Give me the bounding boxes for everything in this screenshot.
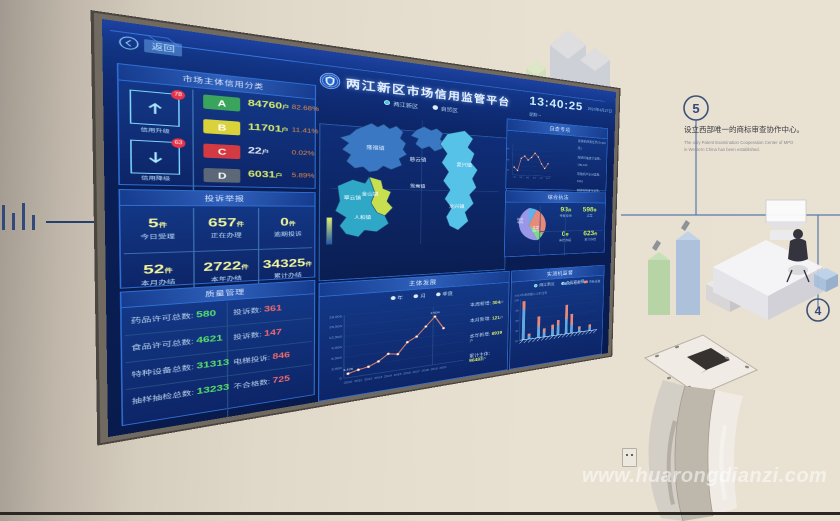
svg-text:2013: 2013 (374, 376, 382, 380)
svg-text:龙兴镇: 龙兴镇 (449, 203, 465, 209)
svg-text:复兴镇: 复兴镇 (457, 161, 473, 167)
svg-text:慈云镇: 慈云镇 (410, 156, 427, 163)
svg-text:2014: 2014 (384, 374, 392, 378)
svg-text:100: 100 (514, 299, 519, 302)
svg-text:3,500: 3,500 (331, 367, 342, 372)
svg-text:3月: 3月 (526, 176, 529, 179)
svg-text:6,500: 6,500 (331, 356, 342, 361)
svg-text:2019: 2019 (431, 367, 438, 371)
svg-text:2020: 2020 (439, 366, 446, 370)
svg-text:2017: 2017 (412, 370, 419, 374)
svg-text:5月: 5月 (540, 177, 543, 179)
svg-text:2018: 2018 (422, 369, 429, 373)
svg-text:9,500: 9,500 (331, 346, 342, 351)
svg-text:100: 100 (506, 169, 509, 171)
svg-text:2016: 2016 (403, 371, 411, 375)
svg-text:翠云镇: 翠云镇 (344, 195, 361, 201)
svg-text:2010: 2010 (344, 380, 352, 385)
svg-text:60: 60 (515, 320, 518, 323)
svg-text:0: 0 (339, 377, 341, 381)
svg-text:4月: 4月 (533, 176, 536, 179)
svg-text:一月: 一月 (512, 176, 516, 179)
svg-text:2012: 2012 (364, 377, 372, 382)
svg-text:隆福镇: 隆福镇 (366, 144, 385, 151)
svg-text:2月: 2月 (519, 176, 522, 179)
svg-text:18,500: 18,500 (329, 315, 342, 320)
svg-text:人和镇: 人和镇 (354, 214, 371, 220)
svg-text:鸳鸯镇: 鸳鸯镇 (410, 183, 425, 189)
svg-text:300: 300 (506, 147, 509, 149)
svg-text:40: 40 (515, 330, 518, 333)
svg-text:3,428: 3,428 (343, 368, 353, 373)
svg-text:200: 200 (506, 159, 509, 161)
svg-text:20: 20 (515, 340, 518, 343)
svg-text:15,500: 15,500 (329, 325, 342, 330)
svg-text:金山镇: 金山镇 (362, 191, 379, 197)
svg-text:2015: 2015 (394, 373, 402, 377)
svg-text:17834: 17834 (430, 311, 439, 315)
svg-text:12,500: 12,500 (329, 335, 342, 340)
svg-text:十月: 十月 (546, 177, 550, 180)
svg-text:2011: 2011 (354, 379, 362, 384)
svg-text:80: 80 (516, 309, 519, 312)
svg-text:立案45%: 立案45% (532, 225, 539, 233)
svg-text:投诉40%: 投诉40% (517, 217, 524, 224)
